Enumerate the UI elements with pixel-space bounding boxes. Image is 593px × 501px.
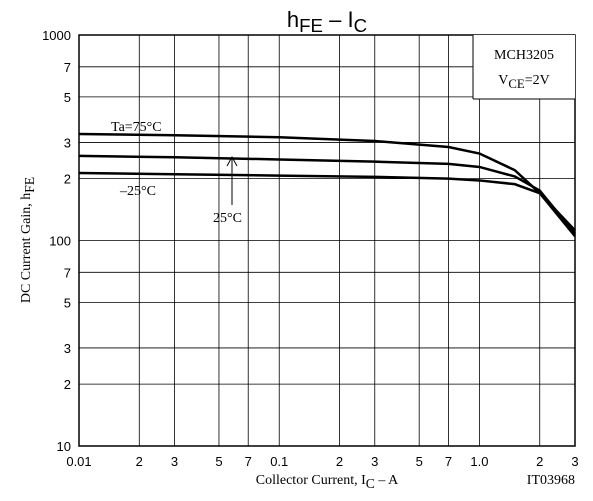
arrow-head xyxy=(226,155,238,167)
x-tick-label: 0.01 xyxy=(66,454,91,469)
x-tick-label: 2 xyxy=(136,454,143,469)
condition-sub: CE xyxy=(508,77,525,91)
x-tick-label: 5 xyxy=(416,454,423,469)
y-tick-label: 10 xyxy=(57,439,71,454)
y-tick-label: 2 xyxy=(64,172,71,187)
condition-part: =2V xyxy=(525,73,550,88)
x-axis-label-part: – A xyxy=(375,473,399,488)
condition: VCE=2V xyxy=(498,73,549,91)
chart-title-part: – I xyxy=(323,7,354,32)
chart-title-sub: C xyxy=(354,15,368,36)
y-axis-label: DC Current Gain, hFE xyxy=(19,177,37,303)
x-tick-label: 3 xyxy=(371,454,378,469)
figure-code: IT03968 xyxy=(527,473,575,488)
x-axis-label: Collector Current, IC – A xyxy=(256,473,399,491)
y-tick-label: 5 xyxy=(64,90,71,105)
y-tick-label: 3 xyxy=(64,135,71,150)
y-axis-label-part: DC Current Gain, h xyxy=(19,193,34,303)
x-tick-label: 7 xyxy=(445,454,452,469)
y-tick-label: 5 xyxy=(64,295,71,310)
y-axis-label-sub: FE xyxy=(22,177,37,193)
chart-title-sub: FE xyxy=(299,15,323,36)
x-tick-label: 2 xyxy=(536,454,543,469)
condition-part: V xyxy=(498,73,508,88)
device-name: MCH3205 xyxy=(494,48,554,63)
y-tick-label: 7 xyxy=(64,60,71,75)
x-tick-label: 1.0 xyxy=(470,454,488,469)
y-tick-label: 3 xyxy=(64,341,71,356)
x-tick-label: 5 xyxy=(215,454,222,469)
series-label: –25°C xyxy=(119,184,156,199)
plot-frame xyxy=(78,34,576,447)
x-tick-label: 2 xyxy=(336,454,343,469)
chart-title-part: h xyxy=(287,7,299,32)
series-line xyxy=(78,154,576,235)
series-line xyxy=(78,171,576,232)
x-axis-label-part: Collector Current, I xyxy=(256,473,366,488)
x-tick-label: 7 xyxy=(245,454,252,469)
x-tick-label: 0.1 xyxy=(270,454,288,469)
series-label: 25°C xyxy=(213,211,242,226)
chart-title: hFE – IC xyxy=(287,7,367,36)
y-tick-label: 2 xyxy=(64,377,71,392)
x-tick-label: 3 xyxy=(571,454,578,469)
x-axis-label-sub: C xyxy=(366,476,375,491)
series-label: Ta=75°C xyxy=(111,120,162,135)
y-tick-label: 100 xyxy=(49,234,71,249)
y-tick-label: 7 xyxy=(64,265,71,280)
x-tick-label: 3 xyxy=(171,454,178,469)
y-tick-label: 1000 xyxy=(42,28,71,43)
device-box xyxy=(473,35,575,99)
